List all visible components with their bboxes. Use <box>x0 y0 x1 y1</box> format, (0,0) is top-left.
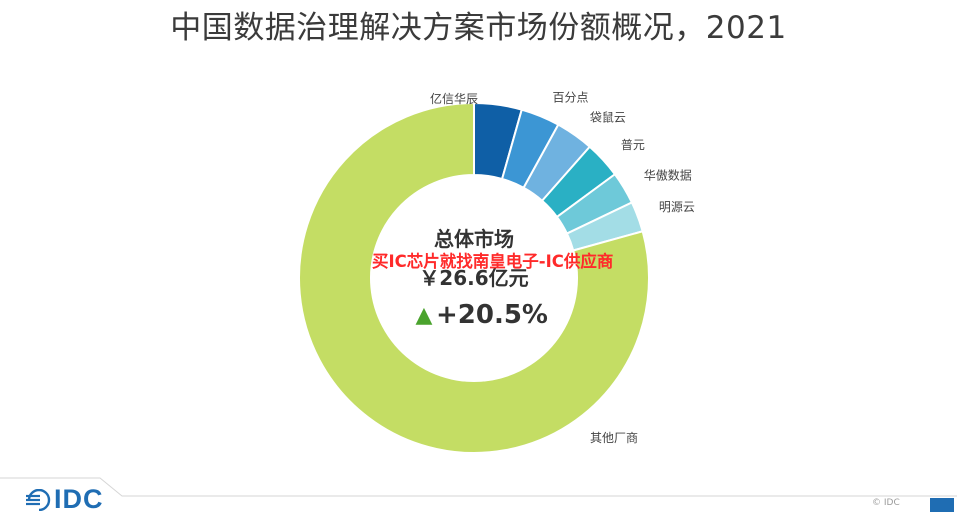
growth-arrow-icon: ▲ <box>416 303 433 328</box>
slice-label-6: 其他厂商 <box>590 430 638 445</box>
slice-label-1: 百分点 <box>553 90 589 104</box>
center-title: 总体市场 <box>434 227 514 251</box>
copyright-text: © IDC <box>872 498 900 508</box>
slice-label-4: 华傲数据 <box>644 168 692 183</box>
donut-slices <box>298 101 650 454</box>
chart-title: 中国数据治理解决方案市场份额概况，2021 <box>170 10 787 46</box>
center-growth: +20.5% <box>436 300 548 330</box>
slice-label-3: 普元 <box>621 138 645 152</box>
footer-accent-bar <box>930 498 954 512</box>
center-value: ￥26.6亿元 <box>419 266 528 290</box>
idc-logo: IDC <box>26 484 104 515</box>
idc-logo-icon <box>26 488 51 511</box>
donut-slice-6 <box>298 101 650 454</box>
slice-label-5: 明源云 <box>659 200 695 214</box>
slice-label-2: 袋鼠云 <box>590 111 626 125</box>
slice-label-0: 亿信华辰 <box>430 91 478 106</box>
idc-logo-text: IDC <box>54 484 104 514</box>
watermark-text: 买IC芯片就找南皇电子-IC供应商 <box>372 252 614 271</box>
